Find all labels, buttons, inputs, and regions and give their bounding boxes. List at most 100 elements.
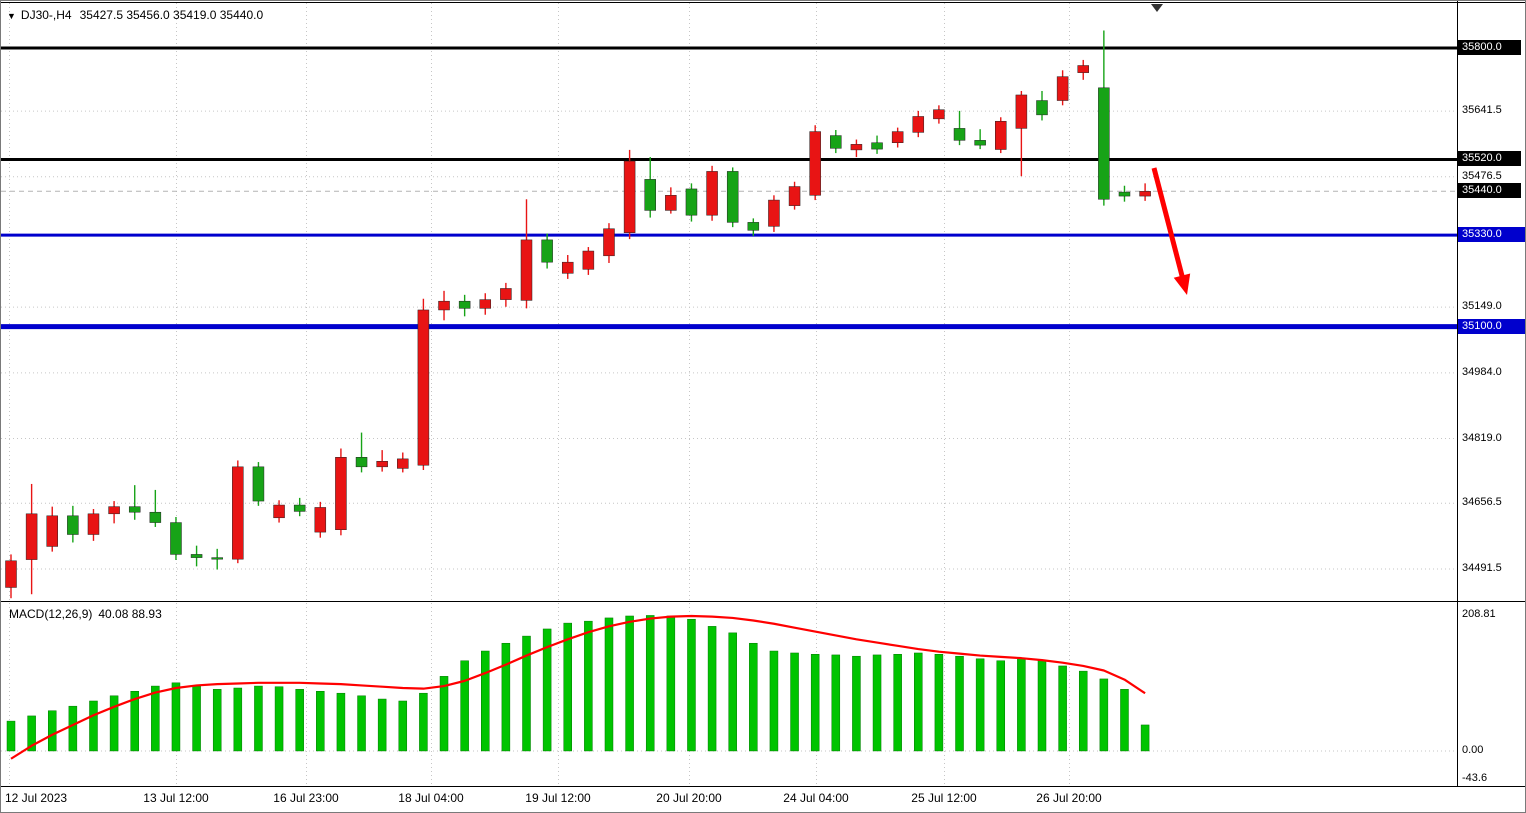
ohlc-values: 35427.5 35456.0 35419.0 35440.0 xyxy=(79,8,264,22)
macd-bar xyxy=(666,615,676,752)
macd-bar xyxy=(68,705,78,752)
macd-bar xyxy=(542,628,552,752)
macd-bar xyxy=(336,692,346,752)
candle-body xyxy=(87,513,100,535)
macd-bar xyxy=(790,652,799,752)
candle-body xyxy=(108,506,120,515)
candle-body xyxy=(726,171,739,223)
candle-body xyxy=(25,513,38,560)
macd-bar xyxy=(295,689,304,752)
candle-body xyxy=(830,135,842,149)
macd-bar xyxy=(707,626,717,752)
candle-body xyxy=(974,140,986,146)
candle-body xyxy=(747,222,760,231)
macd-bar xyxy=(975,658,985,752)
candle-body xyxy=(623,160,636,233)
candle-body xyxy=(190,554,203,558)
macd-bar xyxy=(914,652,923,752)
candle-body xyxy=(170,522,182,555)
macd-histogram xyxy=(6,615,1150,752)
candle-body xyxy=(768,199,780,227)
candle-body xyxy=(561,261,574,274)
candle-body xyxy=(953,128,966,141)
macd-bar xyxy=(810,654,820,752)
candle-body xyxy=(5,560,17,588)
time-axis-label: 20 Jul 20:00 xyxy=(656,791,722,805)
candle-body xyxy=(293,504,306,512)
macd-bar xyxy=(1058,665,1067,752)
macd-bar xyxy=(522,635,531,752)
candle-body xyxy=(665,195,677,211)
trend-arrow-annotation[interactable] xyxy=(1151,167,1191,295)
chart-shift-marker-icon[interactable] xyxy=(1151,4,1163,12)
macd-bar xyxy=(357,695,366,752)
macd-bar xyxy=(47,710,57,752)
time-axis-label: 26 Jul 20:00 xyxy=(1036,791,1102,805)
arrow-head[interactable] xyxy=(1173,273,1191,295)
macd-bar xyxy=(604,617,614,752)
macd-values-label: 40.08 88.93 xyxy=(98,607,162,621)
candle-body xyxy=(1056,76,1069,101)
macd-bar xyxy=(1120,689,1129,752)
macd-bar xyxy=(955,655,964,752)
candle-body xyxy=(541,239,553,263)
candle-body xyxy=(500,288,512,300)
candle-body xyxy=(128,506,141,513)
macd-indicator-label: MACD(12,26,9) 40.08 88.93 xyxy=(9,607,168,621)
candle-body xyxy=(252,466,265,502)
arrow-shaft[interactable] xyxy=(1151,167,1186,281)
candle-body xyxy=(809,131,821,196)
candle-body xyxy=(417,309,430,466)
macd-bar xyxy=(1078,670,1088,752)
candle-body xyxy=(891,131,904,143)
macd-bar xyxy=(130,691,139,752)
candle-body xyxy=(314,507,327,533)
macd-bar xyxy=(852,655,861,752)
macd-bar xyxy=(419,692,428,752)
candle-body xyxy=(933,109,945,120)
level-lines[interactable] xyxy=(1,46,1457,330)
macd-bar xyxy=(769,650,779,752)
macd-bar xyxy=(27,715,36,752)
candle-body xyxy=(912,116,925,133)
macd-bar xyxy=(1017,658,1026,752)
macd-bar xyxy=(1037,660,1047,752)
time-axis-label: 18 Jul 04:00 xyxy=(398,791,464,805)
macd-bar xyxy=(893,654,902,752)
candle-body xyxy=(1098,87,1110,200)
macd-bar xyxy=(192,685,201,752)
macd-bar xyxy=(274,686,284,752)
macd-bar xyxy=(377,698,387,752)
candle-body xyxy=(438,300,450,311)
time-axis-label: 24 Jul 04:00 xyxy=(783,791,849,805)
candle-body xyxy=(788,186,801,206)
macd-bar xyxy=(151,685,160,752)
candle-body xyxy=(644,179,656,211)
macd-bar xyxy=(109,695,119,752)
macd-bar xyxy=(439,676,449,752)
candle-body xyxy=(273,504,285,519)
candle-body xyxy=(479,299,492,309)
macd-bar xyxy=(89,700,98,752)
time-axis-label: 25 Jul 12:00 xyxy=(911,791,977,805)
candle-body xyxy=(1118,191,1131,197)
symbol-dropdown-icon[interactable]: ▼ xyxy=(7,11,16,21)
macd-bar xyxy=(563,622,572,752)
macd-name-label: MACD(12,26,9) xyxy=(9,607,93,621)
candle-body xyxy=(995,120,1007,150)
macd-bar xyxy=(316,691,325,752)
macd-bar xyxy=(1099,678,1109,752)
macd-bar xyxy=(460,660,469,752)
pane-frames xyxy=(1,1,1525,787)
time-axis[interactable]: 12 Jul 2023 13 Jul 12:00 16 Jul 23:00 18 Ju… xyxy=(1,787,1525,812)
candle-body xyxy=(850,144,863,151)
candle-body xyxy=(582,250,595,270)
macd-bar xyxy=(728,632,737,752)
symbol-period-label: DJ30-,H4 xyxy=(20,8,72,22)
time-axis-label: 12 Jul 2023 xyxy=(5,791,68,805)
candle-body xyxy=(1015,94,1028,129)
macd-signal-line xyxy=(10,614,1146,760)
